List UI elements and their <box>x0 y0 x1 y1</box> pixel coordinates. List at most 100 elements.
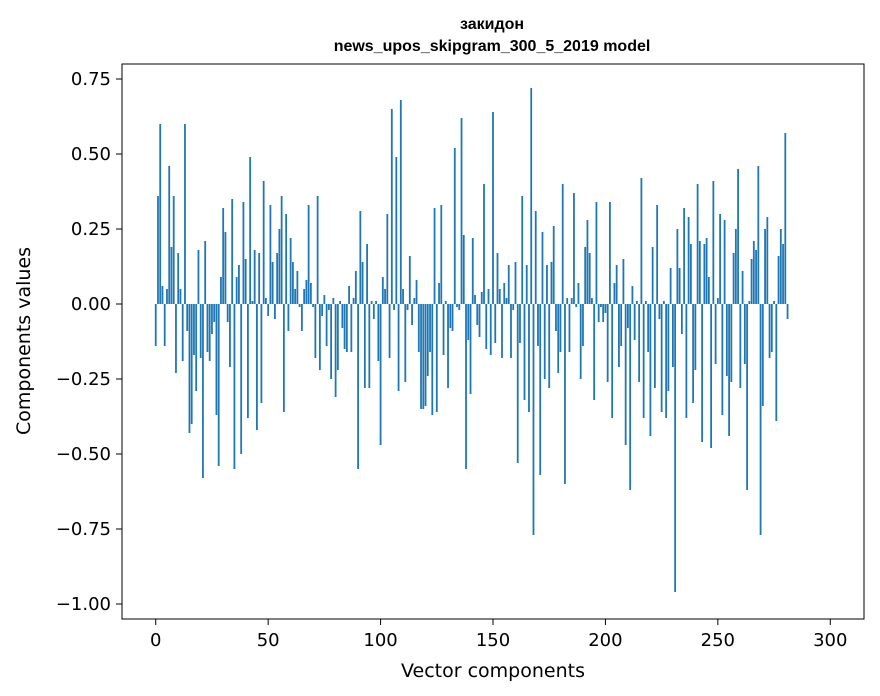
bar <box>271 262 274 304</box>
bar <box>723 220 726 304</box>
bar <box>600 304 602 307</box>
bar <box>181 304 184 361</box>
bar <box>750 259 753 304</box>
bar <box>680 304 683 334</box>
bar <box>184 124 186 304</box>
bar <box>543 304 546 379</box>
bar <box>671 304 674 367</box>
bar <box>242 202 245 304</box>
chart-title-line2: news_upos_skipgram_300_5_2019 model <box>334 38 651 55</box>
bar <box>645 301 647 304</box>
bar <box>456 304 458 307</box>
bar <box>431 304 434 415</box>
bar <box>786 304 789 319</box>
bar <box>294 289 297 304</box>
bar <box>746 304 748 490</box>
bar <box>334 304 337 397</box>
bar <box>168 166 171 304</box>
bar <box>523 304 526 400</box>
bar <box>748 301 751 304</box>
bar <box>728 304 730 436</box>
bar <box>595 202 598 304</box>
bar <box>642 304 645 418</box>
bar <box>438 283 440 304</box>
bar <box>453 148 456 304</box>
bar <box>278 229 281 304</box>
bar <box>550 262 553 304</box>
bar <box>449 304 452 328</box>
bar <box>395 157 398 304</box>
bar <box>701 304 704 442</box>
bar <box>683 208 686 304</box>
bar <box>604 304 607 313</box>
bar <box>752 241 755 304</box>
bar <box>179 289 182 304</box>
bar <box>519 304 521 343</box>
y-tick-label: −0.25 <box>56 369 111 390</box>
bar <box>426 304 429 376</box>
bar <box>514 262 517 304</box>
bar <box>451 304 454 331</box>
bar <box>485 304 488 349</box>
bar <box>285 214 288 304</box>
bar <box>474 295 476 304</box>
bar <box>325 304 328 346</box>
y-tick-label: −0.75 <box>56 519 111 540</box>
bar <box>622 259 625 304</box>
bar <box>462 235 465 304</box>
bar <box>399 100 402 304</box>
x-tick-label: 100 <box>363 630 397 651</box>
bar <box>678 268 681 304</box>
bar <box>627 304 629 328</box>
bar <box>516 304 519 463</box>
bar <box>698 241 701 304</box>
bar <box>564 304 566 484</box>
bar <box>154 304 157 346</box>
bar <box>282 304 285 412</box>
bar <box>525 265 528 304</box>
bar <box>417 304 420 352</box>
bar <box>406 304 409 310</box>
bar <box>177 253 180 304</box>
y-tick-label: 0.50 <box>71 144 111 165</box>
bar <box>388 304 391 358</box>
bar <box>202 304 204 478</box>
bar <box>377 304 380 361</box>
bar <box>251 301 254 304</box>
x-tick-label: 250 <box>701 630 735 651</box>
bar <box>606 304 609 382</box>
bar <box>638 304 641 382</box>
bar <box>528 304 530 412</box>
bar <box>575 304 578 307</box>
bar <box>633 304 636 340</box>
bar <box>420 304 422 409</box>
bar <box>546 265 548 304</box>
bar <box>501 304 503 358</box>
bar <box>300 304 303 331</box>
y-tick-label: −1.00 <box>56 594 111 615</box>
y-axis-label: Components values <box>13 247 35 435</box>
bar <box>231 199 234 304</box>
bar <box>258 253 261 304</box>
bar <box>764 229 766 304</box>
y-tick-label: −0.50 <box>56 444 111 465</box>
bar <box>685 304 688 418</box>
bar <box>734 229 737 304</box>
x-axis-label: Vector components <box>401 660 585 682</box>
bar <box>609 202 611 304</box>
bar <box>390 109 393 304</box>
bar <box>741 271 744 304</box>
bar <box>309 283 312 304</box>
bar <box>172 196 175 304</box>
bar <box>469 304 472 394</box>
bar <box>487 289 490 304</box>
bar <box>190 304 193 424</box>
bar <box>656 205 659 304</box>
bar <box>195 304 198 391</box>
bar <box>667 304 670 391</box>
bar <box>658 304 661 319</box>
bar <box>766 217 769 304</box>
bar <box>707 277 710 304</box>
bar <box>505 298 508 304</box>
bar <box>381 277 384 304</box>
